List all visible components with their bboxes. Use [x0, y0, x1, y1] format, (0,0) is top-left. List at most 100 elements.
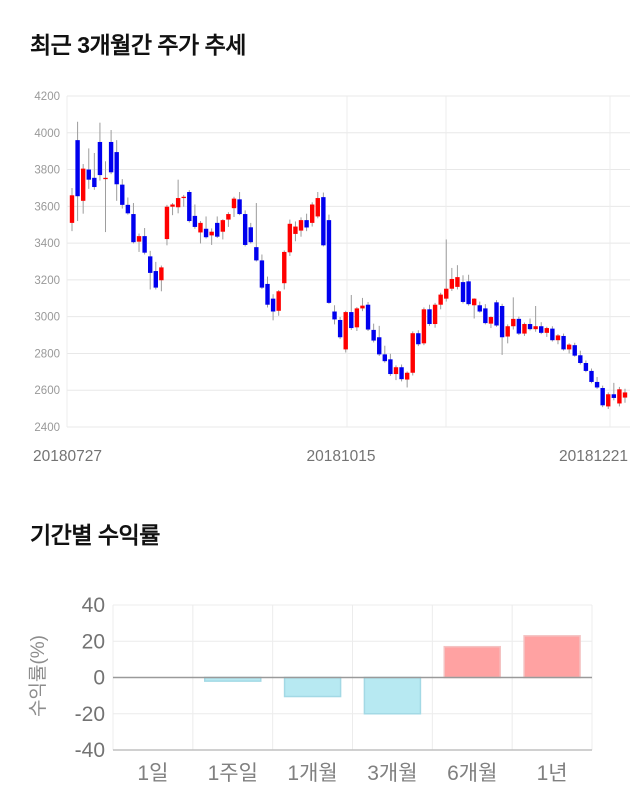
candle-down — [332, 311, 337, 320]
candle-down — [131, 214, 136, 243]
candle-down — [75, 140, 80, 197]
candle-down — [483, 308, 488, 324]
candle-up — [164, 206, 170, 240]
price-candlestick-chart: 4200 4000 3800 3600 3400 3200 3000 2800 2600 2400… — [33, 91, 630, 465]
candle-down — [142, 236, 147, 253]
svg-text:20180727: 20180727 — [33, 448, 102, 465]
candle-down — [371, 329, 376, 341]
return-bar-negative — [363, 676, 422, 715]
candle-up — [393, 367, 399, 375]
candle-down — [321, 197, 326, 246]
candle-up — [136, 236, 142, 242]
return-bar-positive — [523, 635, 581, 679]
candle-up — [309, 204, 315, 223]
candle-up — [220, 220, 226, 232]
candle-up — [103, 177, 108, 180]
candle-down — [499, 306, 505, 338]
returns-chart-y-axis-labels: 40 20 0 -20 -40 — [75, 594, 105, 762]
candle-up — [555, 335, 561, 341]
return-bar-negative — [283, 676, 342, 698]
candle-down — [86, 169, 91, 180]
candle-up — [617, 389, 622, 404]
candle-down — [539, 326, 544, 333]
candle-down — [561, 335, 566, 350]
returns-chart-x-axis-labels: 1일 1주일 1개월 3개월 6개월 1년 — [137, 762, 567, 785]
candle-up — [170, 204, 175, 207]
candle-up — [226, 214, 231, 220]
candle-down — [388, 359, 393, 375]
svg-text:6개월: 6개월 — [447, 762, 497, 785]
candle-down — [108, 141, 114, 173]
candle-down — [254, 247, 259, 261]
candle-up — [80, 168, 86, 201]
candle-up — [287, 223, 293, 253]
candle-up — [209, 231, 214, 236]
svg-text:3800: 3800 — [34, 165, 60, 177]
returns-bar-series — [204, 635, 581, 715]
candle-up — [410, 333, 415, 373]
candle-down — [242, 214, 248, 245]
svg-text:4200: 4200 — [34, 91, 60, 103]
svg-text:3400: 3400 — [34, 238, 60, 250]
candle-up — [343, 312, 348, 350]
candle-down — [304, 220, 309, 228]
price-chart-title: 최근 3개월간 주가 추세 — [30, 32, 246, 58]
candle-down — [527, 324, 533, 330]
svg-text:-40: -40 — [75, 739, 105, 762]
svg-text:1주일: 1주일 — [208, 762, 258, 785]
candlestick-series — [69, 121, 628, 409]
svg-text:20181221: 20181221 — [559, 448, 628, 465]
svg-text:2400: 2400 — [34, 422, 60, 434]
svg-text:2600: 2600 — [34, 385, 60, 397]
candle-down — [270, 298, 276, 312]
candle-down — [203, 228, 209, 238]
candle-down — [460, 282, 466, 302]
candle-down — [215, 222, 220, 237]
candle-down — [583, 363, 589, 371]
candle-up — [181, 196, 186, 199]
candle-down — [466, 281, 471, 305]
candle-down — [114, 152, 119, 185]
candle-up — [622, 392, 628, 398]
candle-down — [187, 191, 192, 222]
candle-down — [572, 345, 577, 356]
candle-up — [276, 291, 281, 311]
candle-up — [404, 372, 410, 380]
candle-up — [533, 326, 538, 330]
candle-down — [248, 227, 253, 243]
candle-up — [360, 305, 365, 309]
candle-up — [606, 394, 611, 407]
price-chart-gridlines — [66, 95, 630, 428]
candle-down — [600, 388, 605, 406]
candle-down — [97, 141, 103, 176]
svg-text:1일: 1일 — [137, 762, 168, 785]
candle-up — [354, 308, 360, 328]
svg-text:1년: 1년 — [537, 762, 568, 785]
svg-text:20181015: 20181015 — [307, 448, 376, 465]
candle-up — [444, 288, 449, 299]
candle-up — [159, 267, 164, 281]
candle-up — [505, 326, 510, 337]
candle-up — [432, 304, 438, 325]
candle-down — [516, 318, 522, 334]
price-chart-x-axis-labels: 20180727 20181015 20181221 — [33, 448, 628, 465]
svg-text:3개월: 3개월 — [367, 762, 417, 785]
svg-text:0: 0 — [93, 667, 105, 690]
candle-down — [594, 381, 600, 388]
candle-down — [125, 204, 131, 214]
svg-text:4000: 4000 — [34, 128, 60, 140]
candle-up — [438, 294, 443, 305]
candle-down — [92, 177, 97, 188]
candle-up — [544, 328, 549, 333]
candle-down — [265, 283, 270, 305]
candle-down — [365, 304, 371, 330]
candle-down — [259, 260, 265, 288]
candle-up — [455, 277, 460, 287]
svg-text:40: 40 — [82, 594, 105, 617]
candle-up — [298, 220, 304, 231]
svg-text:3200: 3200 — [34, 275, 60, 287]
candle-up — [522, 324, 527, 334]
returns-chart-title: 기간별 수익률 — [30, 522, 160, 548]
candle-up — [566, 344, 572, 350]
